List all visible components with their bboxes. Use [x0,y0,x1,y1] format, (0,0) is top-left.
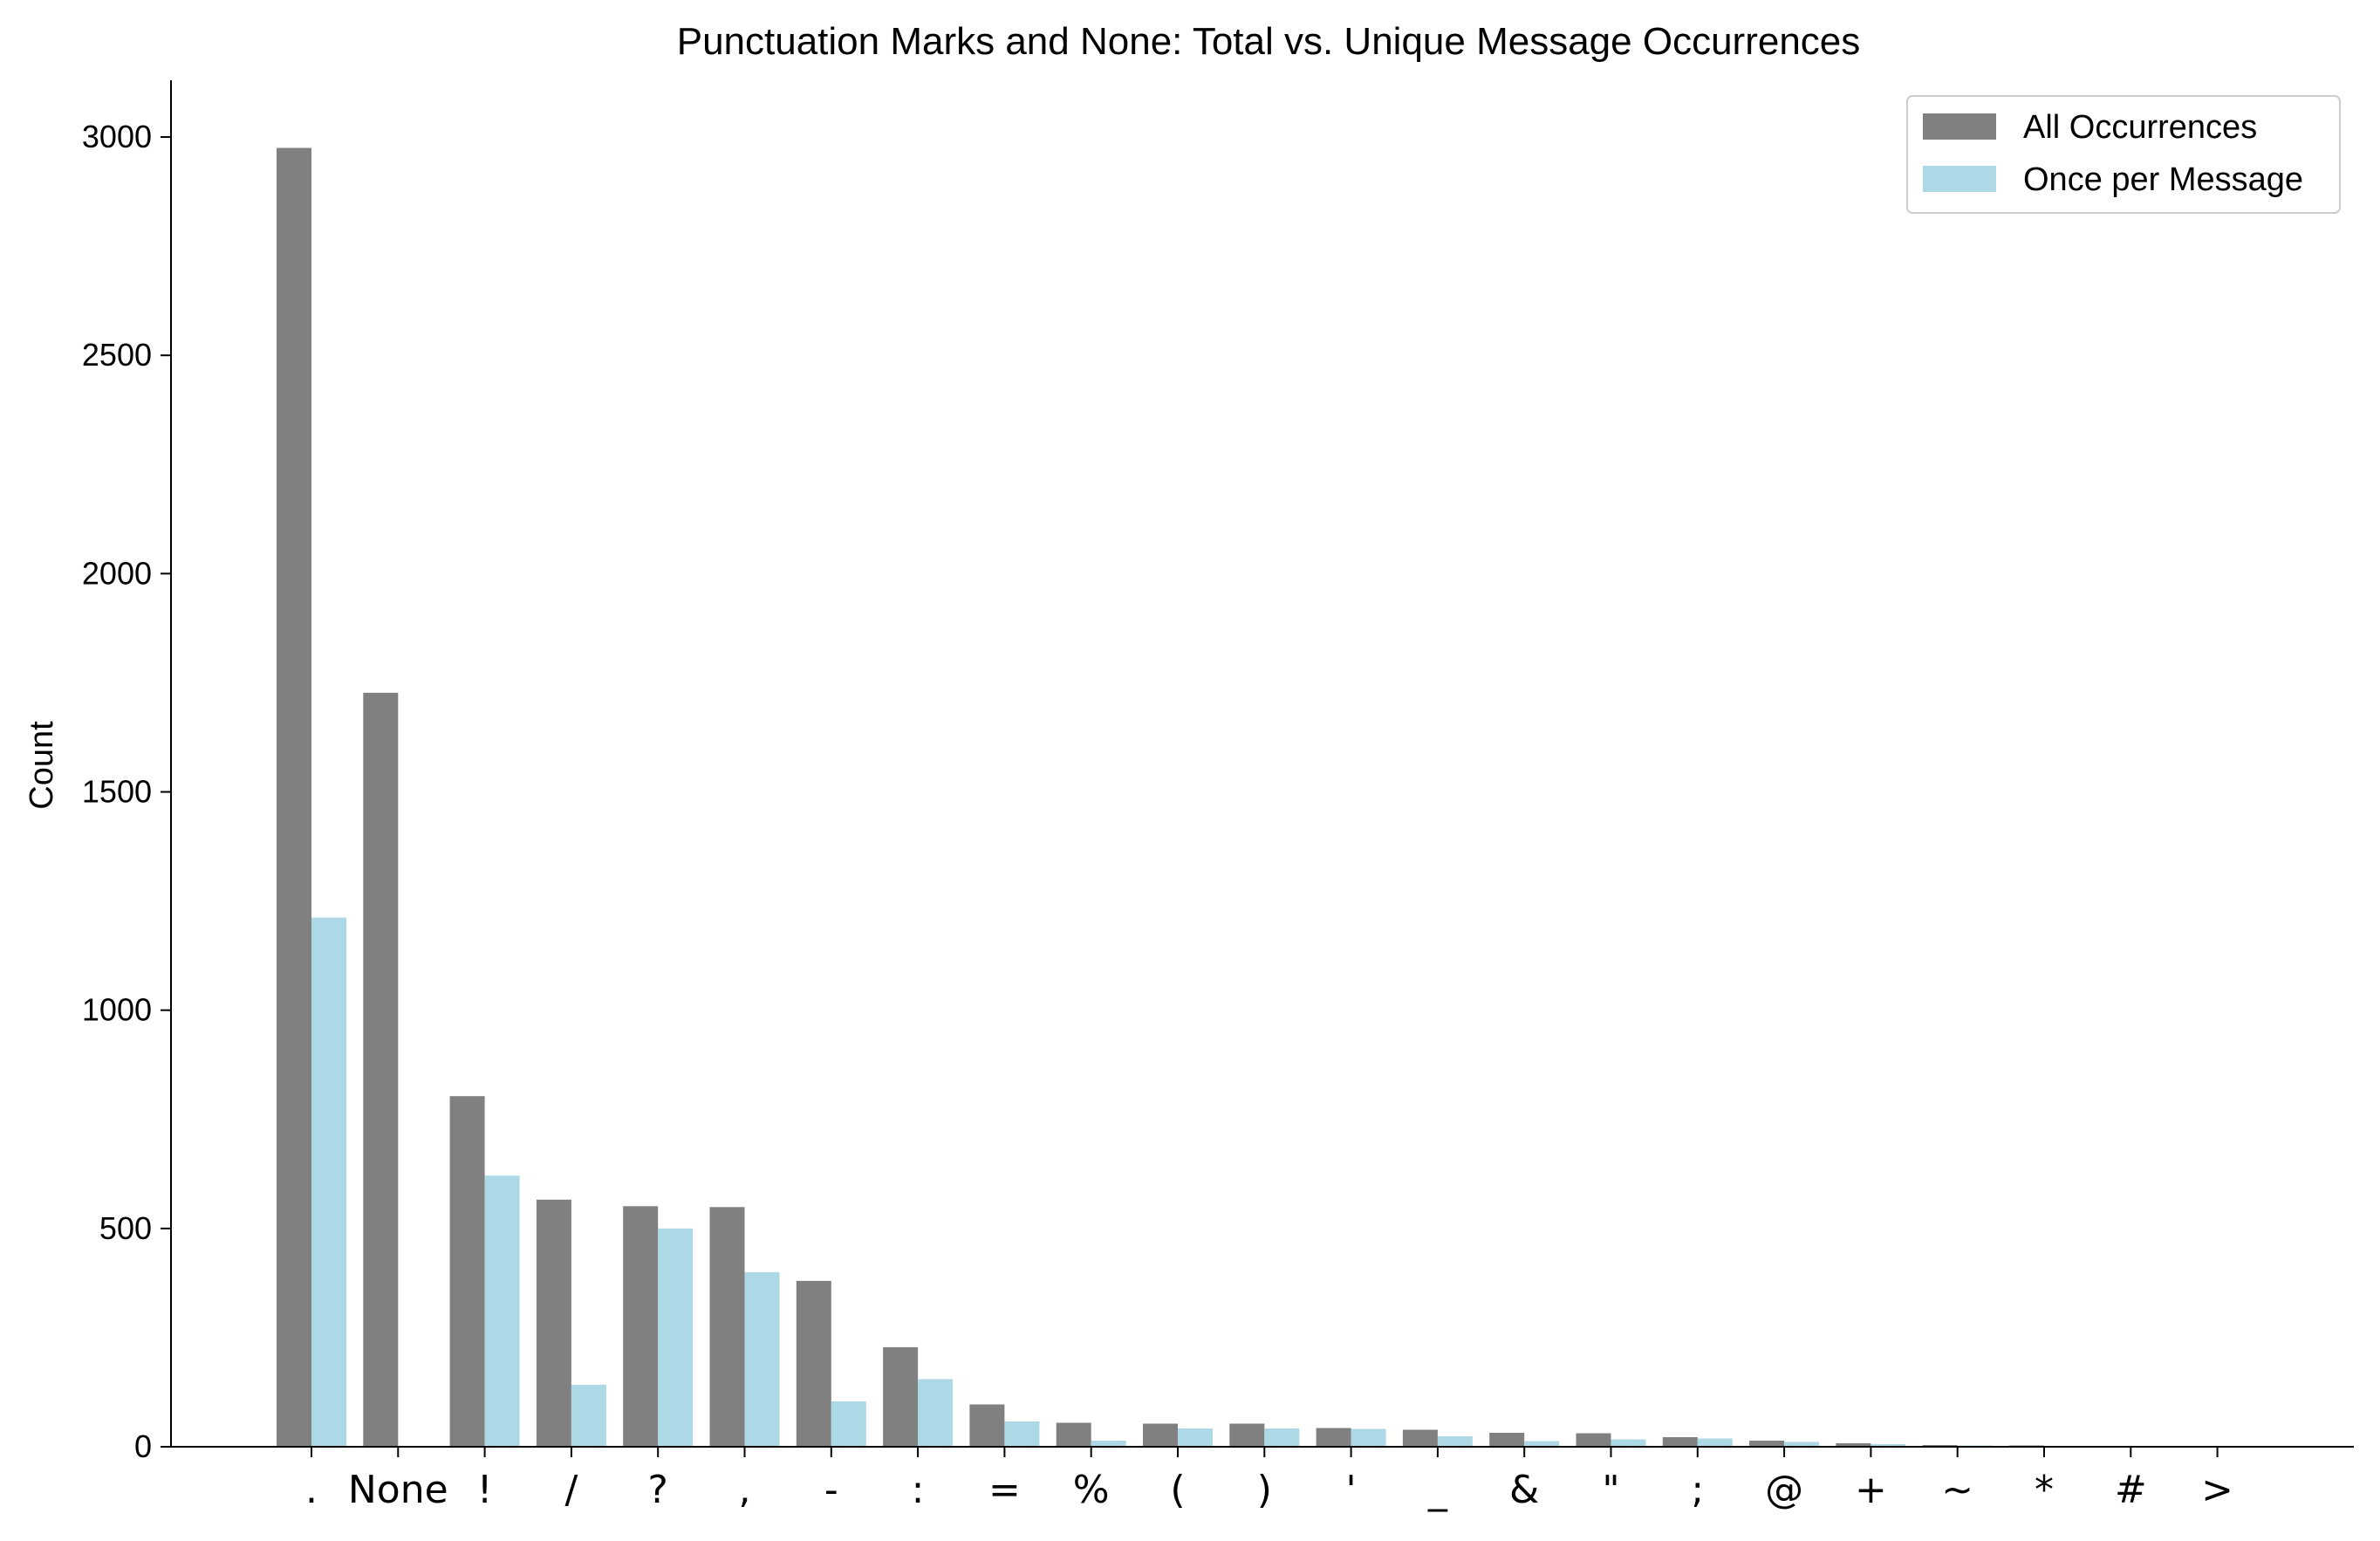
y-axis-title: Count [24,721,60,810]
x-tick-label-0: . [305,1468,318,1512]
bar-once-per-message-0 [311,917,346,1447]
y-tick-label-1500: 1500 [82,774,152,810]
x-tick-label-14: & [1509,1468,1539,1512]
bar-once-per-message-13 [1437,1436,1473,1447]
bar-all-occurrences-11 [1229,1423,1265,1447]
x-tick-label-9: % [1073,1468,1110,1512]
y-tick-label-0: 0 [134,1428,152,1464]
x-tick-label-18: + [1855,1468,1887,1512]
bar-all-occurrences-18 [1836,1443,1871,1447]
bar-all-occurrences-0 [277,147,311,1447]
bar-once-per-message-16 [1697,1438,1733,1447]
x-tick-label-11: ) [1257,1468,1272,1512]
bar-once-per-message-18 [1870,1444,1906,1447]
bar-once-per-message-4 [658,1228,694,1447]
bar-all-occurrences-4 [623,1206,659,1447]
legend-swatch-0 [1923,113,1996,140]
x-tick-label-7: : [912,1468,925,1512]
bar-once-per-message-5 [744,1271,780,1447]
bar-once-per-message-6 [831,1401,866,1447]
y-tick-label-1000: 1000 [82,992,152,1028]
bar-once-per-message-8 [1004,1421,1040,1447]
bar-once-per-message-12 [1351,1428,1386,1447]
bar-once-per-message-15 [1611,1439,1646,1447]
axes-layer: 0 500 1000 1500 2000 2500 3000. None! /?, -: =% () '… [82,80,2354,1512]
bar-all-occurrences-9 [1056,1422,1091,1447]
x-tick-label-17: @ [1765,1468,1803,1512]
bar-all-occurrences-15 [1576,1433,1611,1447]
bar-all-occurrences-17 [1749,1441,1785,1447]
x-tick-label-13: _ [1427,1468,1448,1512]
bar-once-per-message-9 [1091,1441,1126,1447]
bar-all-occurrences-10 [1143,1423,1178,1447]
legend-label-0: All Occurrences [2023,109,2257,146]
bar-all-occurrences-2 [449,1096,485,1447]
bar-all-occurrences-6 [796,1280,831,1447]
bar-all-occurrences-3 [536,1199,571,1447]
bars-layer [277,147,2253,1447]
x-tick-label-20: * [2035,1468,2054,1512]
chart-title: Punctuation Marks and None: Total vs. Un… [677,20,1861,63]
x-tick-label-6: - [824,1468,838,1512]
x-tick-label-21: # [2115,1468,2147,1512]
x-tick-label-16: ; [1691,1468,1704,1512]
x-tick-label-19: ~ [1941,1468,1973,1512]
legend-frame [1906,95,2341,214]
bar-once-per-message-10 [1178,1428,1213,1447]
bar-once-per-message-17 [1784,1442,1820,1447]
bar-all-occurrences-8 [969,1404,1005,1447]
x-tick-label-15: " [1602,1468,1619,1512]
x-tick-label-2: ! [477,1468,493,1512]
y-tick-label-3000: 3000 [82,119,152,154]
bar-all-occurrences-5 [709,1207,745,1447]
bar-all-occurrences-16 [1662,1437,1698,1447]
bar-all-occurrences-1 [363,692,399,1447]
y-tick-label-2500: 2500 [82,337,152,373]
x-tick-label-3: / [564,1468,578,1512]
bar-once-per-message-2 [484,1175,520,1447]
bar-once-per-message-7 [918,1379,954,1447]
bar-all-occurrences-12 [1316,1428,1351,1447]
bar-all-occurrences-7 [883,1346,919,1447]
legend: All Occurrences Once per Message [1906,95,2341,214]
bar-all-occurrences-14 [1489,1433,1525,1447]
x-tick-label-22: > [2201,1468,2233,1512]
legend-swatch-1 [1923,166,1996,192]
legend-label-1: Once per Message [2023,161,2303,198]
x-tick-label-10: ( [1170,1468,1185,1512]
bar-once-per-message-14 [1524,1441,1560,1447]
bar-once-per-message-3 [571,1385,606,1447]
x-tick-label-5: , [739,1468,751,1512]
x-tick-label-12: ' [1346,1468,1357,1512]
y-tick-label-500: 500 [99,1210,152,1246]
y-tick-label-2000: 2000 [82,555,152,591]
bar-once-per-message-11 [1264,1428,1300,1447]
x-tick-label-1: None [348,1468,448,1512]
bar-all-occurrences-13 [1402,1429,1438,1447]
x-tick-label-8: = [988,1468,1021,1512]
x-tick-label-4: ? [648,1468,668,1512]
